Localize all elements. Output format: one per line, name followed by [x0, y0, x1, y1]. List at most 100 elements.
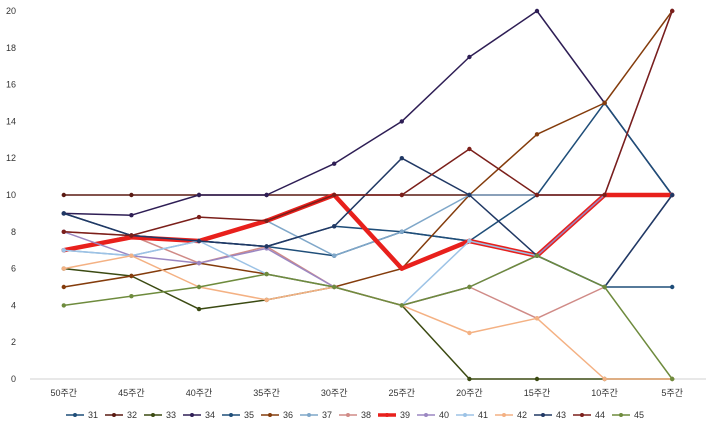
legend-item: 35	[222, 410, 254, 420]
legend-marker	[73, 413, 77, 417]
data-point-44	[399, 192, 404, 198]
data-point-44	[670, 8, 675, 14]
legend-label: 37	[322, 410, 332, 420]
legend-label: 41	[478, 410, 488, 420]
legend-marker	[463, 413, 467, 417]
data-point-34	[196, 192, 202, 198]
data-point-44	[602, 192, 607, 198]
legend-label: 39	[400, 410, 410, 420]
data-point-45	[602, 284, 607, 290]
data-point-45	[399, 303, 404, 308]
legend-item: 38	[339, 410, 371, 420]
data-point-42	[129, 253, 134, 258]
data-point-42	[534, 316, 540, 321]
y-tick-label: 8	[11, 227, 16, 237]
legend-marker	[268, 413, 272, 417]
data-point-42	[467, 330, 472, 336]
legend-marker	[385, 413, 389, 417]
data-point-44	[467, 146, 472, 152]
data-point-45	[264, 271, 269, 277]
y-tick-label: 6	[11, 264, 16, 274]
x-tick-label: 40주간	[186, 388, 213, 398]
y-tick-label: 12	[6, 153, 16, 163]
data-point-43	[399, 156, 404, 161]
legend-label: 35	[244, 410, 254, 420]
x-tick-label: 20주간	[456, 388, 483, 398]
data-point-36	[602, 100, 607, 106]
data-point-43	[264, 244, 269, 249]
legend-item: 36	[261, 410, 293, 420]
data-point-34	[264, 192, 269, 198]
legend-item: 39	[378, 410, 410, 420]
legend-marker	[229, 413, 233, 417]
legend-item: 42	[495, 410, 527, 420]
legend-marker	[502, 413, 506, 417]
data-point-40	[196, 260, 202, 266]
data-point-43	[670, 192, 675, 198]
series-44	[61, 8, 675, 238]
legend-marker	[424, 413, 428, 417]
data-point-34	[399, 119, 404, 124]
y-tick-label: 2	[11, 337, 16, 347]
data-point-45	[61, 303, 66, 308]
data-point-41	[61, 248, 66, 253]
series-line-45	[63, 254, 673, 380]
legend-item: 31	[66, 410, 98, 420]
y-tick-label: 10	[6, 190, 16, 200]
data-point-44	[534, 192, 540, 198]
data-point-45	[670, 376, 675, 382]
x-tick-label: 35주간	[253, 388, 280, 398]
legend-item: 32	[105, 410, 137, 420]
x-tick-label: 45주간	[118, 388, 145, 398]
legend-label: 44	[595, 410, 605, 420]
legend-marker	[307, 413, 311, 417]
data-point-36	[534, 132, 540, 137]
data-point-32	[61, 192, 66, 198]
data-point-44	[61, 229, 66, 234]
legend-label: 31	[88, 410, 98, 420]
data-point-43	[196, 238, 202, 244]
data-point-41	[467, 238, 472, 244]
legend-marker	[619, 413, 623, 417]
legend-label: 33	[166, 410, 176, 420]
legend-marker	[112, 413, 116, 417]
series-line-36	[63, 10, 673, 288]
y-tick-label: 16	[6, 80, 16, 90]
data-point-43	[332, 224, 337, 229]
x-tick-label: 15주간	[524, 388, 551, 398]
legend-label: 32	[127, 410, 137, 420]
legend-marker	[151, 413, 155, 417]
data-point-45	[332, 284, 337, 290]
data-point-34	[534, 8, 540, 14]
x-tick-label: 50주간	[51, 388, 78, 398]
legend-label: 45	[634, 410, 644, 420]
x-tick-label: 30주간	[321, 388, 348, 398]
legend-item: 33	[144, 410, 176, 420]
data-point-36	[129, 273, 134, 279]
data-point-33	[467, 376, 472, 382]
legend-label: 34	[205, 410, 215, 420]
y-tick-label: 4	[11, 300, 16, 310]
data-point-36	[61, 284, 66, 290]
legend-item: 40	[417, 410, 449, 420]
legend-item: 41	[456, 410, 488, 420]
legend-item: 43	[534, 410, 566, 420]
data-point-34	[467, 54, 472, 60]
series-line-44	[63, 10, 673, 237]
legend-marker	[346, 413, 350, 417]
legend-marker	[190, 413, 194, 417]
legend-label: 36	[283, 410, 293, 420]
legend-item: 37	[300, 410, 332, 420]
data-point-32	[129, 192, 134, 198]
series-45	[61, 253, 675, 382]
x-tick-label: 10주간	[591, 388, 618, 398]
data-point-39	[399, 266, 404, 271]
legend: 31 32 33 34 35 36 37 38 39 40 41 42 43 44 45	[66, 410, 644, 420]
data-point-44	[196, 214, 202, 220]
legend-label: 38	[361, 410, 371, 420]
legend-marker	[580, 413, 584, 417]
y-tick-label: 18	[6, 43, 16, 53]
x-tick-label: 5주간	[661, 388, 683, 398]
data-point-44	[332, 192, 337, 198]
